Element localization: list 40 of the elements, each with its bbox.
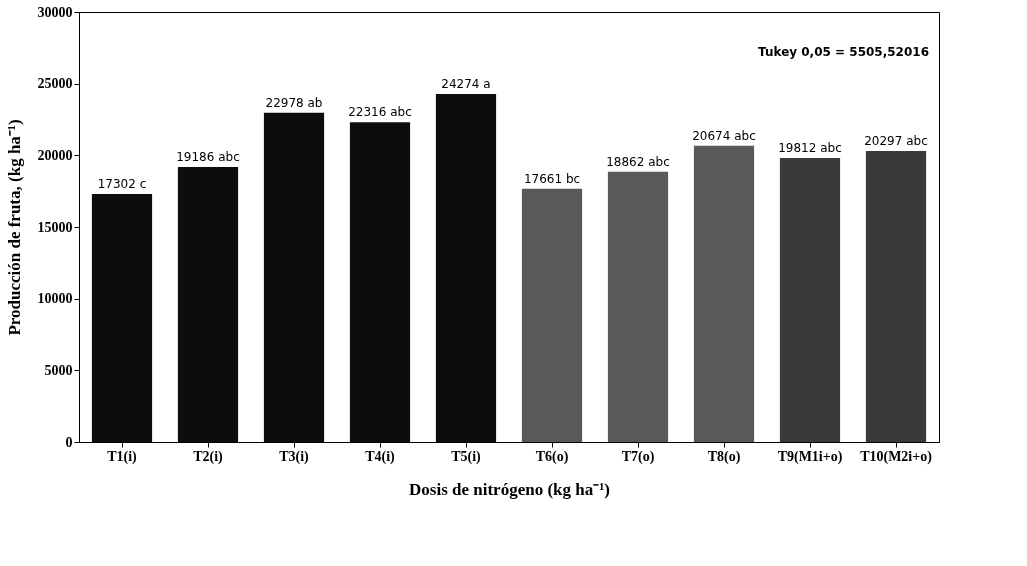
data-label: 17302 c xyxy=(97,177,147,191)
y-tick-label: 30000 xyxy=(37,4,73,20)
x-tick-label: T8(o) xyxy=(707,448,741,465)
data-label: 19812 abc xyxy=(778,141,842,156)
x-tick-label: T6(o) xyxy=(535,448,569,465)
y-tick-label: 0 xyxy=(65,434,73,450)
data-label: 24274 a xyxy=(441,77,491,92)
bar xyxy=(91,194,153,442)
bar xyxy=(349,122,411,442)
bar xyxy=(693,145,755,442)
data-label: 17661 bc xyxy=(523,171,581,186)
x-tick-label: T5(i) xyxy=(451,448,482,465)
data-label: 18862 abc xyxy=(606,154,670,169)
y-tick-label: 20000 xyxy=(37,147,73,163)
x-tick-label: T10(M2i+o) xyxy=(860,448,933,465)
bar xyxy=(865,151,927,442)
x-tick-label: T4(i) xyxy=(365,448,396,465)
data-label: 22316 abc xyxy=(348,105,412,120)
bar xyxy=(177,167,239,442)
x-tick-label: T1(i) xyxy=(107,448,138,465)
bar xyxy=(607,171,669,442)
data-label: 20297 abc xyxy=(864,134,928,149)
y-tick-label: 5000 xyxy=(44,362,73,378)
annotation: Tukey 0,05 = 5505,52016 xyxy=(758,45,929,59)
y-tick-label: 15000 xyxy=(37,219,73,235)
y-axis-title: Producción de fruta, (kg ha⁻¹) xyxy=(4,119,24,336)
y-tick-label: 25000 xyxy=(37,76,73,92)
x-tick-label: T2(i) xyxy=(193,448,224,465)
x-tick-label: T7(o) xyxy=(621,448,655,465)
data-label: 22978 ab xyxy=(265,95,323,110)
x-axis-title: Dosis de nitrógeno (kg ha⁻¹) xyxy=(409,479,610,499)
x-tick-label: T9(M1i+o) xyxy=(777,448,843,465)
bar xyxy=(435,94,497,442)
y-tick-label: 10000 xyxy=(37,291,73,307)
data-label: 19186 abc xyxy=(176,150,240,164)
bar xyxy=(779,158,841,442)
x-tick-label: T3(i) xyxy=(279,448,310,465)
bar xyxy=(521,188,583,442)
bar xyxy=(263,112,325,442)
data-label: 20674 abc xyxy=(692,128,756,143)
